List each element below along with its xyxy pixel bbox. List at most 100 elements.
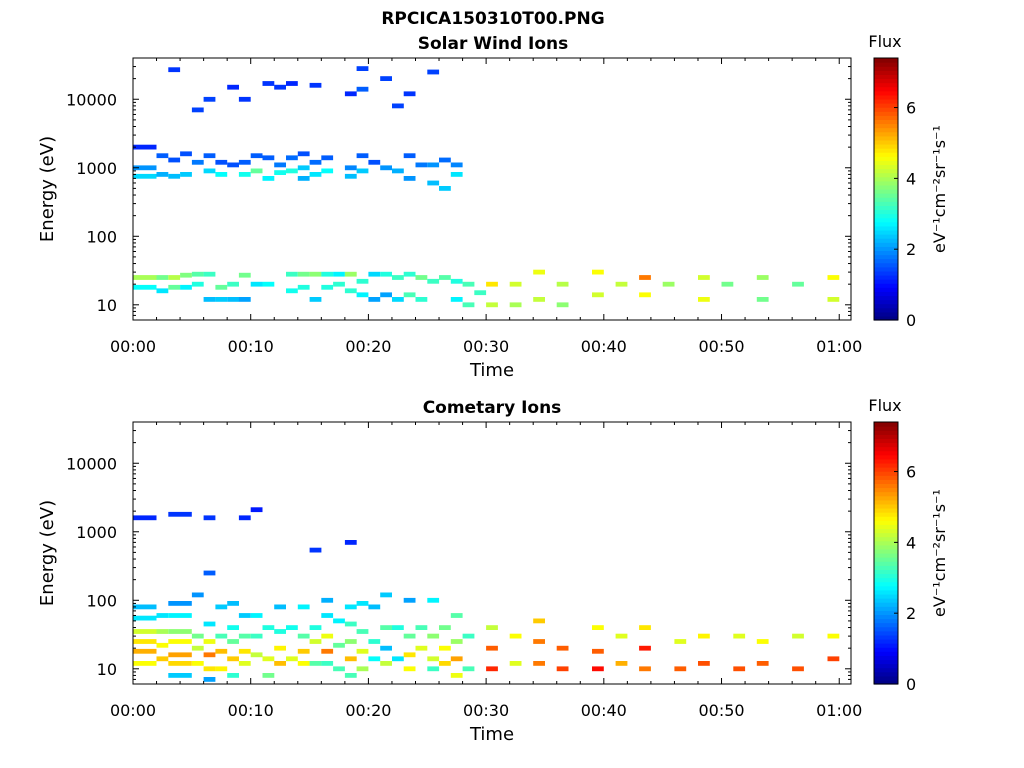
colorbar-segment xyxy=(874,250,898,256)
heatmap-cell xyxy=(615,661,628,666)
colorbar-segment xyxy=(874,295,898,301)
heatmap-cell xyxy=(133,639,157,644)
heatmap-cell xyxy=(392,168,404,174)
colorbar-segment xyxy=(874,66,898,71)
heatmap-cell xyxy=(450,639,463,644)
colorbar-segment xyxy=(874,446,898,452)
colorbar-segment xyxy=(874,266,898,272)
heatmap-cell xyxy=(344,165,357,171)
colorbar-segment xyxy=(874,180,898,186)
heatmap-cell xyxy=(180,172,192,177)
heatmap-cell xyxy=(439,625,451,630)
heatmap-cell xyxy=(439,661,451,666)
heatmap-cell xyxy=(533,639,545,644)
heatmap-cell xyxy=(227,162,239,168)
heatmap-cell xyxy=(262,281,275,287)
heatmap-cell xyxy=(380,165,392,171)
heatmap-cell xyxy=(486,666,498,672)
heatmap-cell xyxy=(286,656,298,662)
colorbar-segment xyxy=(874,622,898,628)
colorbar-segment xyxy=(874,98,898,104)
heatmap-cell xyxy=(392,103,404,109)
heatmap-cell xyxy=(238,159,251,165)
heatmap-cell xyxy=(168,275,181,280)
heatmap-cell xyxy=(238,272,251,278)
heatmap-cell xyxy=(168,601,192,606)
heatmap-cell xyxy=(297,633,310,639)
heatmap-cell xyxy=(238,648,251,654)
heatmap-cell xyxy=(486,645,498,651)
colorbar-segment xyxy=(874,524,898,530)
heatmap-cell xyxy=(215,666,228,672)
heatmap-cell xyxy=(462,666,475,672)
heatmap-cell xyxy=(415,645,428,651)
colorbar-segment xyxy=(874,467,898,472)
heatmap-cell xyxy=(203,515,216,521)
heatmap-cell xyxy=(250,153,263,159)
colorbar-segment xyxy=(874,430,898,435)
colorbar-tick-label: 4 xyxy=(906,169,916,188)
heatmap-cell xyxy=(156,656,169,662)
heatmap-cell xyxy=(439,157,451,163)
heatmap-cell xyxy=(297,151,310,157)
heatmap-cell xyxy=(274,629,286,634)
colorbar-segment xyxy=(874,675,898,681)
colorbar-segment xyxy=(874,610,898,615)
heatmap-cell xyxy=(133,604,157,610)
heatmap-cell xyxy=(333,618,345,624)
heatmap-cell xyxy=(238,661,251,666)
heatmap-cell xyxy=(662,281,675,287)
heatmap-cell xyxy=(238,297,251,302)
colorbar-segment xyxy=(874,143,898,149)
heatmap-cell xyxy=(415,297,428,302)
y-tick-label: 100 xyxy=(86,227,117,246)
x-tick-label: 00:00 xyxy=(110,701,156,720)
heatmap-cell xyxy=(450,613,463,618)
heatmap-cell xyxy=(450,656,463,662)
colorbar-segment xyxy=(874,479,898,484)
colorbar-segment xyxy=(874,454,898,460)
colorbar-segment xyxy=(874,213,898,219)
heatmap-cell xyxy=(297,661,310,666)
colorbar-segment xyxy=(874,94,898,100)
colorbar-segment xyxy=(874,655,898,661)
heatmap-cell xyxy=(462,302,475,308)
heatmap-cell xyxy=(509,633,522,639)
heatmap-cell xyxy=(250,633,263,639)
heatmap-cell xyxy=(439,186,451,191)
colorbar-segment xyxy=(874,565,898,570)
heatmap-cell xyxy=(380,625,392,630)
colorbar-segment xyxy=(874,434,898,439)
heatmap-cell xyxy=(321,613,334,618)
colorbar-segment xyxy=(874,462,898,468)
colorbar-segment xyxy=(874,197,898,202)
x-tick-label: 00:50 xyxy=(698,701,744,720)
colorbar-segment xyxy=(874,135,898,141)
colorbar-segment xyxy=(874,307,898,313)
heatmap-cell xyxy=(133,284,157,290)
colorbar-segment xyxy=(874,483,898,489)
colorbar-tick-label: 2 xyxy=(906,604,916,623)
colorbar-segment xyxy=(874,499,898,505)
heatmap-cell xyxy=(309,625,322,630)
heatmap-cell xyxy=(227,601,239,606)
colorbar-segment xyxy=(874,148,898,153)
colorbar-segment xyxy=(874,111,898,116)
panel-title-solar-wind: Solar Wind Ions xyxy=(418,34,569,54)
colorbar-segment xyxy=(874,442,898,448)
heatmap-cell xyxy=(344,604,357,610)
heatmap-cell xyxy=(238,515,251,521)
heatmap-cell xyxy=(133,648,157,654)
heatmap-cell xyxy=(203,96,216,102)
heatmap-cell xyxy=(215,284,228,290)
heatmap-cell xyxy=(427,278,440,284)
colorbar-segment xyxy=(874,254,898,260)
heatmap-cell xyxy=(450,162,463,168)
heatmap-cell xyxy=(250,613,263,618)
colorbar-segment xyxy=(874,585,898,591)
heatmap-cell xyxy=(250,281,263,287)
heatmap-cell xyxy=(533,269,545,275)
heatmap-cell xyxy=(238,96,251,102)
cometary-colorbar: 0 2 4 6 xyxy=(873,421,916,694)
colorbar-segment xyxy=(874,544,898,550)
